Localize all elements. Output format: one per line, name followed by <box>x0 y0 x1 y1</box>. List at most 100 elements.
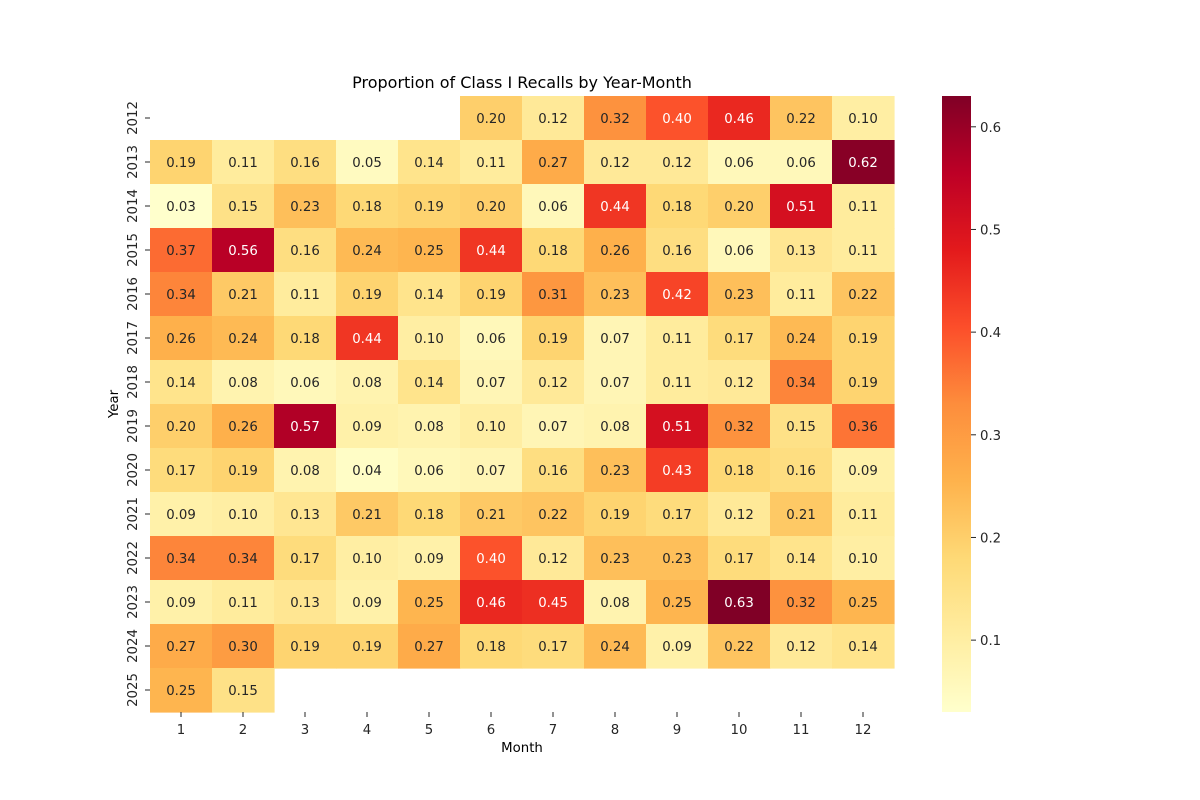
x-tick-label: 7 <box>549 723 557 738</box>
heatmap-cell <box>522 624 585 669</box>
heatmap-cell <box>646 96 709 141</box>
cell-value-label: 0.07 <box>600 332 630 347</box>
cell-value-label: 0.19 <box>352 288 382 303</box>
heatmap-cell <box>274 580 337 625</box>
cell-value-label: 0.08 <box>414 420 444 435</box>
cell-value-label: 0.42 <box>662 288 692 303</box>
cell-value-label: 0.17 <box>662 508 692 523</box>
cell-value-label: 0.11 <box>848 508 878 523</box>
cell-value-label: 0.34 <box>166 552 196 567</box>
heatmap-cell <box>150 492 213 537</box>
heatmap-cell <box>708 272 771 317</box>
cell-value-label: 0.26 <box>600 244 630 259</box>
cell-value-label: 0.18 <box>476 640 506 655</box>
heatmap-cell <box>212 624 275 669</box>
x-tick-label: 9 <box>673 723 681 738</box>
heatmap-cell <box>522 492 585 537</box>
cell-value-label: 0.40 <box>662 112 692 127</box>
y-tick-label: 2021 <box>126 497 141 531</box>
cell-value-label: 0.17 <box>290 552 320 567</box>
cell-value-label: 0.34 <box>228 552 258 567</box>
heatmap-cell <box>708 448 771 493</box>
heatmap-cell <box>460 580 523 625</box>
heatmap-cell <box>646 360 709 405</box>
heatmap-cell <box>522 272 585 317</box>
heatmap-cell <box>150 448 213 493</box>
heatmap-cell <box>832 580 895 625</box>
heatmap-cell <box>336 404 399 449</box>
cell-value-label: 0.32 <box>600 112 630 127</box>
heatmap-cell <box>646 492 709 537</box>
heatmap-cell <box>832 492 895 537</box>
x-tick-label: 8 <box>611 723 619 738</box>
cell-value-label: 0.17 <box>724 332 754 347</box>
cell-value-label: 0.46 <box>476 596 506 611</box>
cell-value-labels: 0.20 0.12 0.32 0.40 0.46 0.22 0.10 0.19 0.11 0.16… <box>166 112 878 699</box>
cell-value-label: 0.18 <box>538 244 568 259</box>
heatmap-cell <box>212 272 275 317</box>
cell-value-label: 0.19 <box>290 640 320 655</box>
cell-value-label: 0.15 <box>228 200 258 215</box>
cell-value-label: 0.07 <box>538 420 568 435</box>
colorbar: 0.1 0.2 0.3 0.4 0.5 0.6 <box>942 96 1001 712</box>
cell-value-label: 0.14 <box>414 376 444 391</box>
heatmap-cell <box>832 228 895 273</box>
cell-value-label: 0.10 <box>414 332 444 347</box>
heatmap-cell <box>522 448 585 493</box>
cell-value-label: 0.23 <box>600 552 630 567</box>
cell-value-label: 0.46 <box>724 112 754 127</box>
y-tick-label: 2019 <box>126 409 141 443</box>
cell-value-label: 0.51 <box>662 420 692 435</box>
heatmap-cell <box>274 492 337 537</box>
heatmap-cell <box>832 536 895 581</box>
heatmap-cell <box>646 316 709 361</box>
x-tick-label: 5 <box>425 723 433 738</box>
heatmap-cell <box>584 624 647 669</box>
heatmap-cell <box>832 96 895 141</box>
cell-value-label: 0.22 <box>724 640 754 655</box>
heatmap-cell <box>770 184 833 229</box>
heatmap-cell <box>584 316 647 361</box>
cell-value-label: 0.23 <box>724 288 754 303</box>
heatmap-cell <box>274 272 337 317</box>
heatmap-cell <box>274 448 337 493</box>
heatmap-cell <box>832 404 895 449</box>
cell-value-label: 0.17 <box>724 552 754 567</box>
cell-value-label: 0.22 <box>848 288 878 303</box>
cell-value-label: 0.19 <box>848 332 878 347</box>
cell-value-label: 0.05 <box>352 156 382 171</box>
heatmap-cell <box>584 492 647 537</box>
heatmap-cell <box>150 404 213 449</box>
heatmap-cell <box>398 580 461 625</box>
heatmap-cell <box>398 272 461 317</box>
cell-value-label: 0.17 <box>538 640 568 655</box>
cell-value-label: 0.34 <box>166 288 196 303</box>
heatmap-cell <box>212 668 275 713</box>
x-tick-label: 3 <box>301 723 309 738</box>
heatmap-cell <box>460 228 523 273</box>
cell-value-label: 0.21 <box>476 508 506 523</box>
heatmap-cell <box>398 184 461 229</box>
heatmap-cell <box>460 404 523 449</box>
y-tick-label: 2016 <box>126 277 141 311</box>
cell-value-label: 0.24 <box>600 640 630 655</box>
x-axis: 1 2 3 4 5 6 7 8 9 10 11 12 <box>177 712 871 738</box>
cell-value-label: 0.16 <box>290 156 320 171</box>
cell-value-label: 0.06 <box>290 376 320 391</box>
heatmap-cell <box>584 404 647 449</box>
cell-value-label: 0.09 <box>414 552 444 567</box>
cell-value-label: 0.09 <box>352 596 382 611</box>
cell-value-label: 0.25 <box>166 684 196 699</box>
cell-value-label: 0.24 <box>352 244 382 259</box>
heatmap-cell <box>832 360 895 405</box>
heatmap-cell <box>274 140 337 185</box>
cell-value-label: 0.09 <box>352 420 382 435</box>
heatmap-cell <box>212 228 275 273</box>
heatmap-cell <box>770 536 833 581</box>
colorbar-tick-label: 0.5 <box>980 223 1001 238</box>
cell-value-label: 0.12 <box>538 552 568 567</box>
colorbar-tick-label: 0.3 <box>980 429 1001 444</box>
heatmap-cell <box>150 228 213 273</box>
cell-value-label: 0.20 <box>476 112 506 127</box>
heatmap-cell <box>460 316 523 361</box>
